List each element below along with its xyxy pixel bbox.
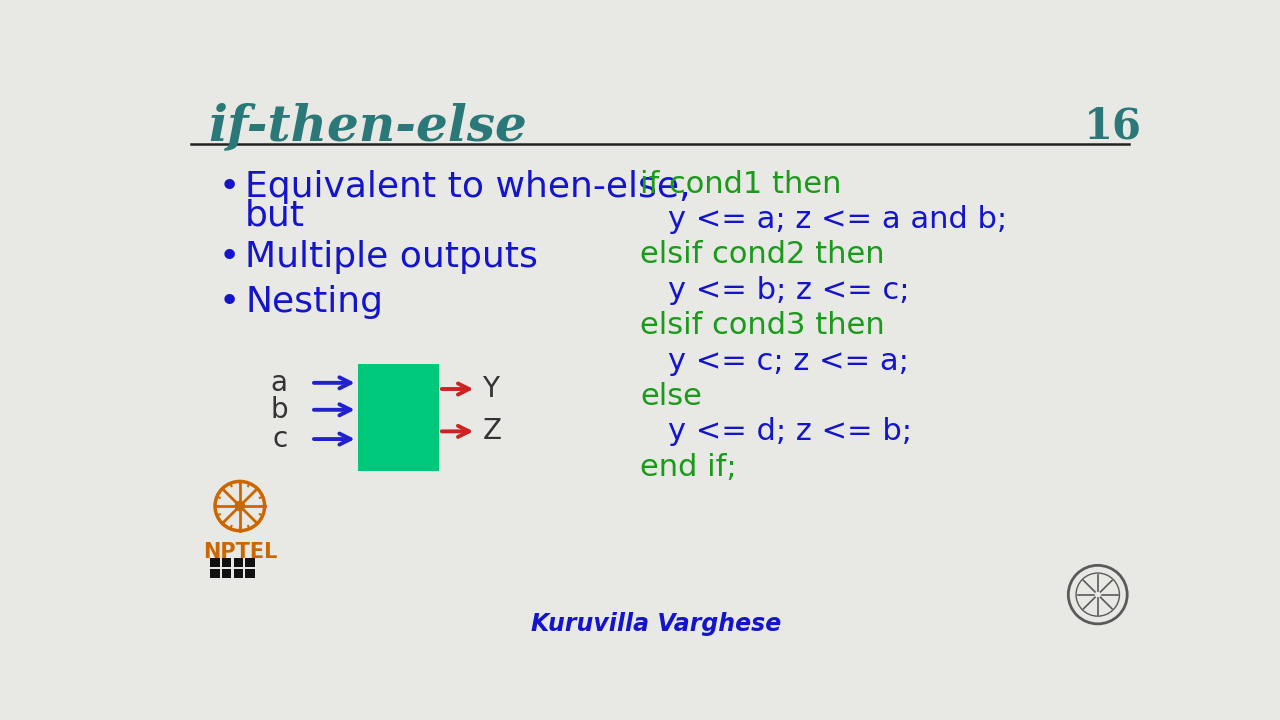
Bar	[210, 570, 220, 578]
Text: Z: Z	[483, 418, 502, 446]
Text: b: b	[270, 396, 288, 424]
Text: elsif cond3 then: elsif cond3 then	[640, 311, 886, 341]
Text: Equivalent to when-else,: Equivalent to when-else,	[246, 169, 691, 204]
Bar	[210, 557, 220, 567]
Text: •: •	[218, 240, 239, 274]
Bar	[221, 570, 232, 578]
Text: c: c	[273, 425, 288, 453]
Circle shape	[236, 501, 244, 510]
Text: if-then-else: if-then-else	[209, 102, 527, 151]
Bar	[246, 570, 255, 578]
Text: end if;: end if;	[640, 453, 737, 482]
Bar	[221, 557, 232, 567]
Text: Y: Y	[483, 375, 499, 403]
Text: else: else	[640, 382, 703, 411]
Text: but: but	[246, 199, 305, 233]
Text: Kuruvilla Varghese: Kuruvilla Varghese	[531, 612, 781, 636]
Text: y <= b; z <= c;: y <= b; z <= c;	[668, 276, 909, 305]
Text: •: •	[218, 169, 239, 204]
Text: Nesting: Nesting	[246, 285, 383, 319]
Text: 16: 16	[1084, 105, 1142, 148]
Text: y <= d; z <= b;: y <= d; z <= b;	[668, 418, 911, 446]
Text: a: a	[271, 369, 288, 397]
Bar	[357, 364, 439, 472]
Text: y <= a; z <= a and b;: y <= a; z <= a and b;	[668, 205, 1007, 234]
Text: elsif cond2 then: elsif cond2 then	[640, 240, 886, 269]
Bar	[234, 570, 243, 578]
Text: NPTEL: NPTEL	[202, 542, 276, 562]
Text: •: •	[218, 285, 239, 319]
Bar	[246, 557, 255, 567]
Bar	[234, 557, 243, 567]
Text: if cond1 then: if cond1 then	[640, 169, 842, 199]
Text: y <= c; z <= a;: y <= c; z <= a;	[668, 346, 909, 376]
Text: Multiple outputs: Multiple outputs	[246, 240, 538, 274]
